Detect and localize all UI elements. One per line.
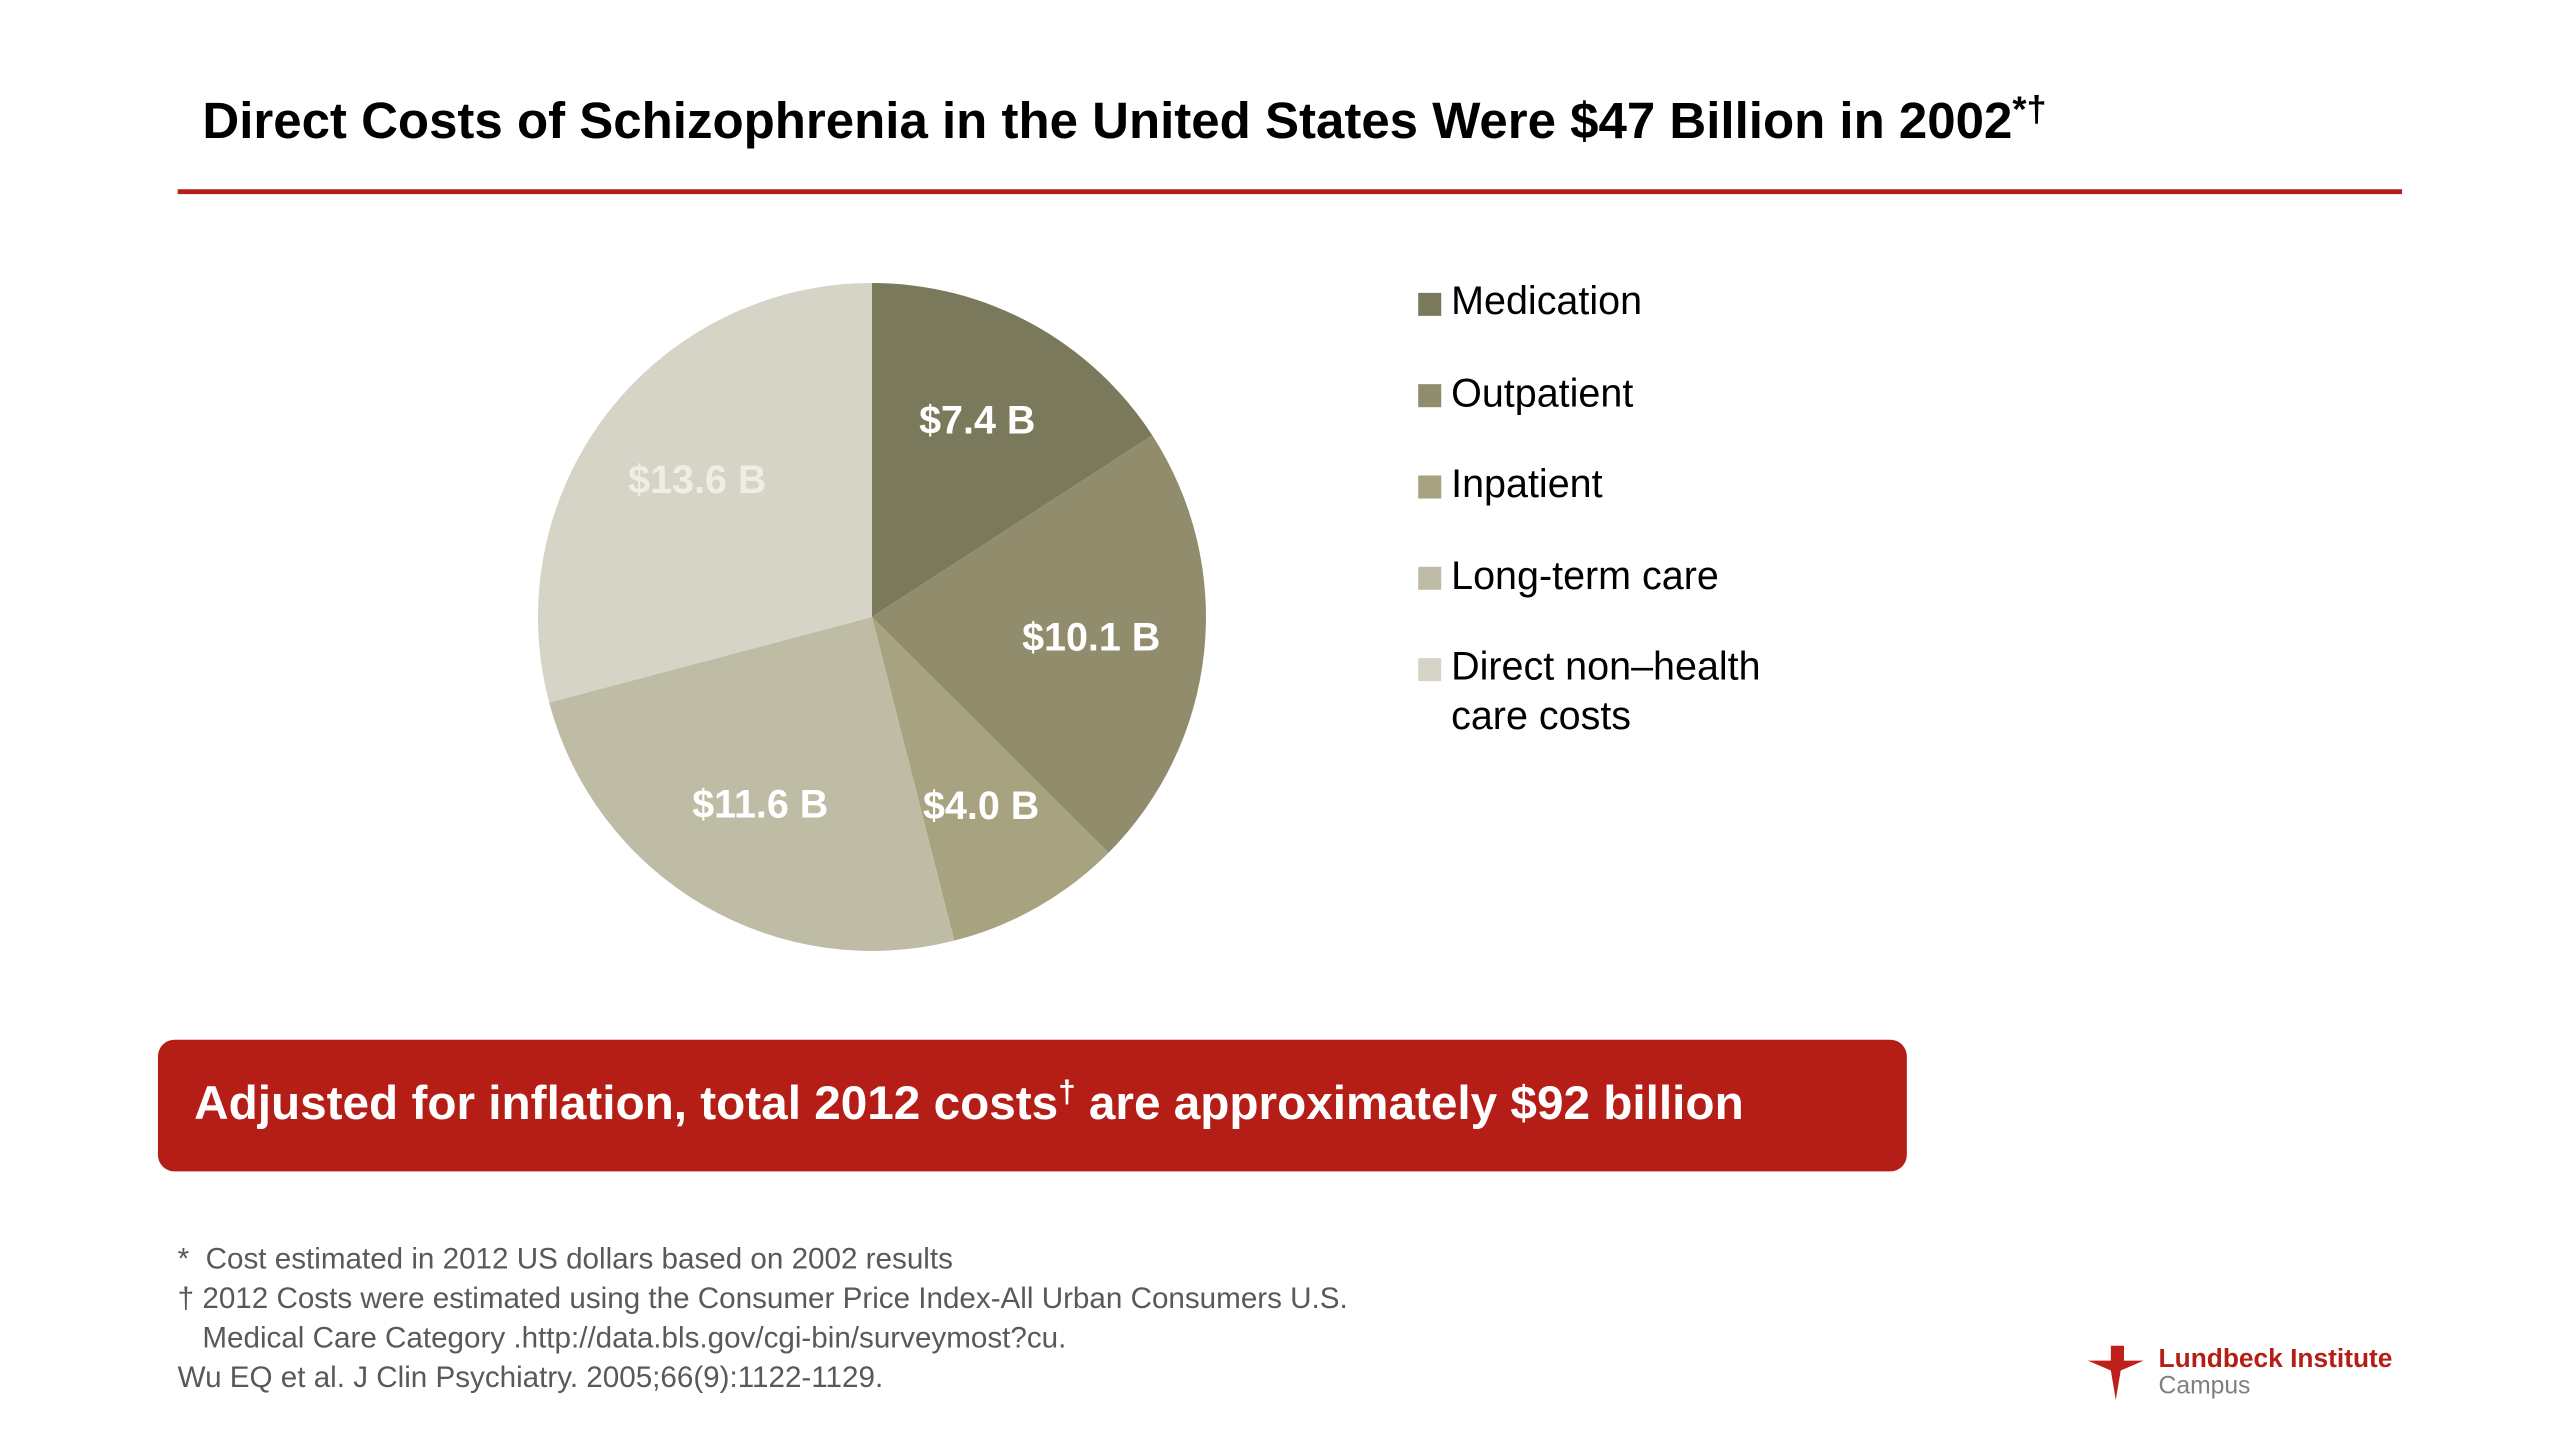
legend-swatch <box>1418 292 1442 316</box>
legend-swatch <box>1418 475 1442 499</box>
legend-label: Inpatient <box>1451 462 1603 507</box>
legend-item: Inpatient <box>1451 462 1603 507</box>
legend-item: Direct non–health care costs <box>1451 644 1761 739</box>
pie-slice <box>871 282 1153 617</box>
legend-label: Medication <box>1451 279 1643 325</box>
legend-swatch <box>1418 658 1442 682</box>
callout-text: Adjusted for inflation, total 2012 costs… <box>194 1074 1744 1129</box>
pie-slice <box>549 616 955 951</box>
logo-name: Lundbeck Institute <box>2159 1343 2393 1373</box>
logo-subtitle: Campus <box>2159 1373 2251 1400</box>
legend-item: Outpatient <box>1451 371 1634 416</box>
footnote: * Cost estimated in 2012 US dollars base… <box>178 1242 953 1275</box>
title-superscript: *† <box>2012 89 2046 130</box>
legend: Medication Outpatient Inpatient Long-term c… <box>1418 279 1761 739</box>
pie-slice <box>871 616 1109 941</box>
footnote: † 2012 Costs were estimated using the Co… <box>178 1282 1348 1315</box>
slice-label: $10.1 B <box>1022 615 1160 659</box>
callout-box <box>157 1039 1907 1172</box>
logo-icon <box>2087 1345 2144 1401</box>
title-text: Direct Costs of Schizophrenia in the Uni… <box>202 92 2012 149</box>
slice-label: $4.0 B <box>923 784 1039 828</box>
logo: Lundbeck Institute Campus <box>2087 1343 2393 1401</box>
legend-item: Long-term care <box>1451 553 1719 599</box>
callout-superscript: † <box>1058 1074 1075 1109</box>
pie-slice <box>871 435 1206 853</box>
pie: $7.4 B $10.1 B $4.0 B $11.6 B $13.6 B <box>537 282 1206 951</box>
footnote: Medical Care Category .http://data.bls.g… <box>202 1321 1066 1354</box>
pie-slice <box>537 282 872 703</box>
slide-title: Direct Costs of Schizophrenia in the Uni… <box>202 89 2046 149</box>
legend-swatch <box>1418 384 1442 408</box>
slice-label: $7.4 B <box>919 399 1035 443</box>
legend-item: Medication <box>1451 279 1643 325</box>
legend-label: Long-term care <box>1451 553 1719 599</box>
slice-label: $11.6 B <box>692 782 828 826</box>
slice-label: $13.6 B <box>628 458 766 502</box>
legend-label: Direct non–health care costs <box>1451 644 1761 739</box>
legend-label: Outpatient <box>1451 371 1634 416</box>
callout-before: Adjusted for inflation, total 2012 costs <box>194 1077 1058 1130</box>
legend-swatch <box>1418 566 1442 590</box>
footnote: Wu EQ et al. J Clin Psychiatry. 2005;66(… <box>178 1361 884 1394</box>
callout-after: are approximately $92 billion <box>1076 1077 1744 1130</box>
